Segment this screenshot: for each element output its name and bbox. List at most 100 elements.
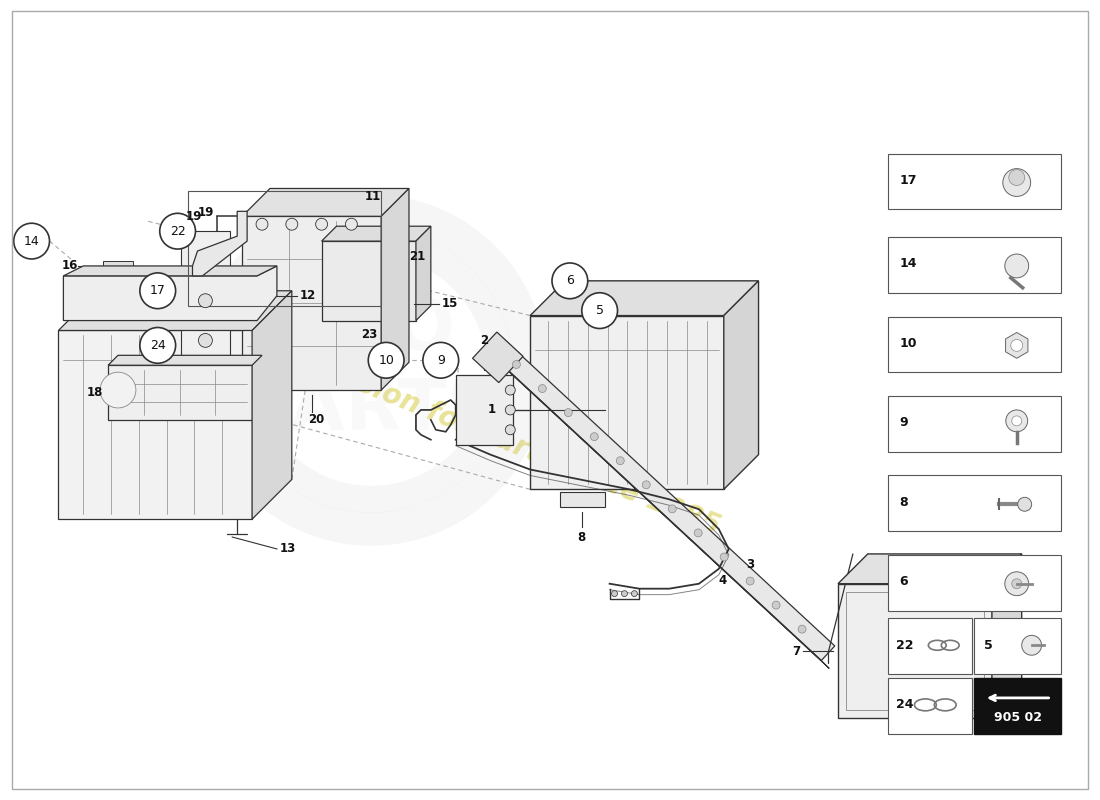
Circle shape xyxy=(746,577,755,585)
Polygon shape xyxy=(530,315,724,490)
Polygon shape xyxy=(192,211,248,276)
Circle shape xyxy=(1011,339,1023,351)
Circle shape xyxy=(799,625,806,633)
Polygon shape xyxy=(838,554,1022,584)
Bar xyxy=(473,332,524,382)
Text: 19: 19 xyxy=(186,210,202,222)
Polygon shape xyxy=(1005,333,1027,358)
Polygon shape xyxy=(252,290,292,519)
Bar xyxy=(888,154,1062,210)
Text: 9: 9 xyxy=(437,354,444,366)
Polygon shape xyxy=(838,584,992,718)
Bar xyxy=(888,475,1062,531)
Polygon shape xyxy=(108,366,252,420)
Text: 7: 7 xyxy=(792,645,801,658)
Text: 4: 4 xyxy=(718,574,727,587)
Circle shape xyxy=(286,218,298,230)
Circle shape xyxy=(720,553,728,561)
Circle shape xyxy=(140,327,176,363)
Bar xyxy=(103,261,133,271)
Text: 21: 21 xyxy=(409,250,426,262)
Text: 17: 17 xyxy=(150,284,166,298)
Polygon shape xyxy=(64,266,277,276)
Text: GTO
PARTS: GTO PARTS xyxy=(243,296,499,445)
Circle shape xyxy=(345,218,358,230)
Circle shape xyxy=(160,214,196,249)
Text: 12: 12 xyxy=(299,290,316,302)
Circle shape xyxy=(1005,410,1027,432)
Text: 24: 24 xyxy=(150,339,166,352)
Circle shape xyxy=(616,457,624,465)
Polygon shape xyxy=(321,241,416,321)
Circle shape xyxy=(538,385,547,393)
Circle shape xyxy=(1012,578,1022,589)
Text: 18: 18 xyxy=(87,386,103,398)
Circle shape xyxy=(591,433,598,441)
Text: 15: 15 xyxy=(442,297,458,310)
Text: 6: 6 xyxy=(565,274,574,287)
Circle shape xyxy=(552,263,587,298)
Bar xyxy=(455,375,514,445)
Circle shape xyxy=(505,405,515,415)
Text: 11: 11 xyxy=(364,190,381,203)
Bar xyxy=(974,618,1062,674)
Circle shape xyxy=(642,481,650,489)
Polygon shape xyxy=(242,216,382,390)
Polygon shape xyxy=(242,189,409,216)
Bar xyxy=(888,317,1062,372)
Text: 6: 6 xyxy=(900,575,909,588)
Circle shape xyxy=(198,254,212,268)
Text: 14: 14 xyxy=(900,258,917,270)
Bar xyxy=(560,492,605,507)
Text: 8: 8 xyxy=(900,496,909,509)
Bar xyxy=(187,191,382,306)
Circle shape xyxy=(1004,572,1028,596)
Polygon shape xyxy=(64,266,277,321)
Text: 22: 22 xyxy=(169,225,186,238)
Circle shape xyxy=(100,372,136,408)
Polygon shape xyxy=(484,333,835,661)
Text: 10: 10 xyxy=(900,337,917,350)
Bar xyxy=(888,237,1062,293)
Text: 3: 3 xyxy=(747,558,755,571)
Circle shape xyxy=(772,601,780,609)
Circle shape xyxy=(316,218,328,230)
Polygon shape xyxy=(724,281,759,490)
Text: 20: 20 xyxy=(308,414,323,426)
Polygon shape xyxy=(58,330,252,519)
Circle shape xyxy=(1003,169,1031,197)
Text: 24: 24 xyxy=(895,698,913,711)
Circle shape xyxy=(1018,498,1032,511)
Text: 2: 2 xyxy=(481,334,488,347)
Circle shape xyxy=(1012,416,1022,426)
Polygon shape xyxy=(530,281,759,315)
Text: 22: 22 xyxy=(895,638,913,652)
Circle shape xyxy=(198,334,212,347)
Bar xyxy=(888,618,972,674)
Bar xyxy=(846,592,984,710)
Circle shape xyxy=(513,361,520,369)
Text: 1: 1 xyxy=(487,403,495,417)
Polygon shape xyxy=(321,226,431,241)
Bar xyxy=(888,678,972,734)
Circle shape xyxy=(1004,254,1028,278)
Bar xyxy=(974,678,1062,734)
Circle shape xyxy=(422,342,459,378)
Text: 10: 10 xyxy=(378,354,394,366)
Circle shape xyxy=(631,590,637,597)
Text: a passion for parts since 1985: a passion for parts since 1985 xyxy=(276,338,724,541)
Polygon shape xyxy=(180,231,230,370)
Text: 8: 8 xyxy=(576,530,585,543)
Circle shape xyxy=(1009,170,1025,186)
Circle shape xyxy=(505,385,515,395)
Circle shape xyxy=(198,294,212,308)
Text: 9: 9 xyxy=(900,416,909,430)
Circle shape xyxy=(694,529,702,537)
Text: 19: 19 xyxy=(197,206,213,219)
Polygon shape xyxy=(484,348,829,669)
Text: 5: 5 xyxy=(596,304,604,317)
Bar xyxy=(888,396,1062,452)
Circle shape xyxy=(621,590,627,597)
Circle shape xyxy=(368,342,404,378)
Circle shape xyxy=(582,293,617,329)
